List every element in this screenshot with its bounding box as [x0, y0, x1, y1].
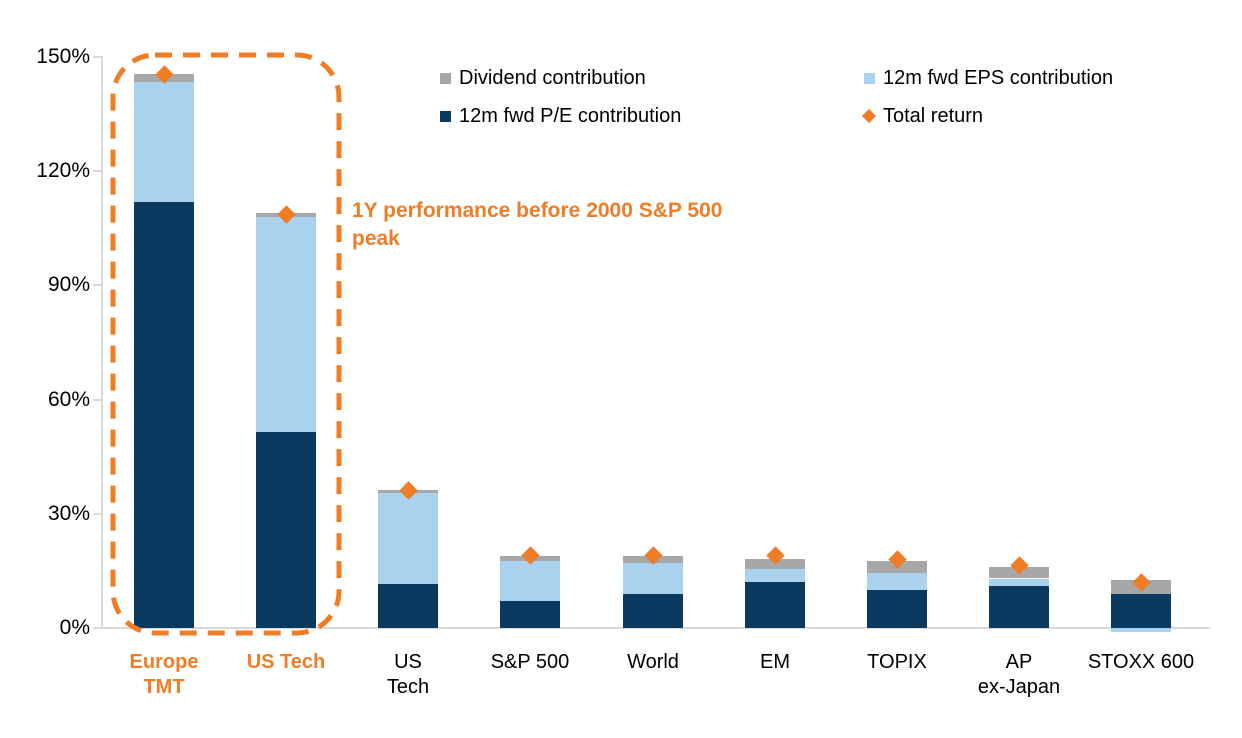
dividend-swatch-icon: [440, 72, 451, 84]
bar-segment-pe: [134, 201, 194, 628]
bar-segment-eps: [1111, 628, 1171, 632]
pe-swatch-icon: [440, 110, 451, 122]
total-return-diamond-icon: [861, 108, 877, 124]
y-axis-tick: [93, 170, 103, 173]
bar-segment-pe: [500, 601, 560, 628]
legend-label: Total return: [883, 104, 984, 127]
y-axis-tick-label: 90%: [47, 273, 90, 297]
y-axis-line: [101, 56, 103, 629]
annotation-text: 1Y performance before 2000 S&P 500 peak: [352, 199, 723, 250]
legend-label: 12m fwd EPS contribution: [883, 66, 1114, 89]
bar-segment-eps: [745, 568, 805, 583]
y-axis-tick-label: 0%: [59, 616, 90, 639]
bar-segment-eps: [500, 561, 560, 602]
x-axis-label: TOPIX: [867, 651, 927, 673]
legend-item-dividend: Dividend contribution: [440, 66, 646, 90]
highlight-box-border: [110, 52, 342, 636]
legend-label: 12m fwd P/E contribution: [459, 104, 682, 127]
y-axis-tick-label: 150%: [36, 45, 90, 68]
x-axis-label: AP ex-Japan: [977, 651, 1061, 698]
bar-segment-pe: [989, 586, 1049, 628]
legend-item-eps: 12m fwd EPS contribution: [864, 66, 1113, 90]
highlight-box: [110, 52, 342, 636]
legend-item-total-return: Total return: [861, 104, 984, 128]
y-axis-tick: [93, 512, 103, 515]
bar-segment-eps: [256, 216, 316, 432]
bar-segment-pe: [378, 584, 438, 628]
y-axis-tick-label: 120%: [36, 159, 90, 183]
x-axis-label: STOXX 600: [1087, 651, 1195, 673]
x-axis-label: US Tech: [386, 651, 430, 698]
x-axis-label: Europe TMT: [129, 651, 199, 698]
bar-segment-eps: [623, 563, 683, 594]
bar-segment-eps: [134, 81, 194, 202]
x-axis-label: EM: [760, 651, 790, 673]
x-axis-label: S&P 500: [490, 651, 570, 673]
bar-segment-eps: [989, 578, 1049, 587]
y-axis-tick-label: 60%: [47, 387, 90, 411]
y-axis-tick: [93, 56, 103, 58]
eps-swatch-icon: [864, 72, 875, 84]
y-axis-tick: [93, 398, 103, 401]
y-axis-tick: [93, 284, 103, 287]
bar-segment-pe: [623, 593, 683, 628]
x-axis-line: [103, 627, 1210, 629]
x-axis-label: World: [627, 651, 679, 673]
y-axis-tick: [93, 627, 103, 629]
legend-label: Dividend contribution: [459, 66, 646, 89]
bar-segment-eps: [378, 492, 438, 585]
bar-segment-pe: [745, 582, 805, 628]
y-axis-tick-label: 30%: [47, 501, 90, 525]
x-axis-label: US Tech: [246, 651, 326, 673]
bar-segment-pe: [1111, 593, 1171, 628]
bar-segment-pe: [256, 431, 316, 628]
legend-item-pe: 12m fwd P/E contribution: [440, 104, 681, 128]
bar-segment-eps: [867, 572, 927, 590]
bar-segment-pe: [867, 589, 927, 628]
